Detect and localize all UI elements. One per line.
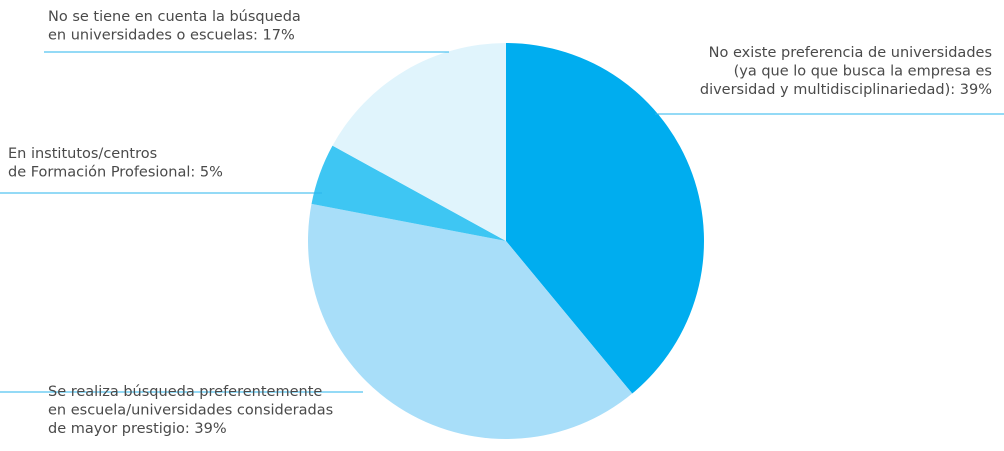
pie-slice-2	[308, 203, 633, 439]
slice-label-3: En institutos/centros de Formación Profes…	[8, 146, 223, 181]
slice-label-line: diversidad y multidisciplinariedad): 39%	[700, 82, 992, 98]
labels-layer: No existe preferencia de universidades (y…	[8, 9, 992, 437]
pie-slice-4	[332, 43, 506, 241]
slice-label-1: No existe preferencia de universidades (y…	[700, 45, 992, 98]
slice-label-line: de mayor prestigio: 39%	[48, 421, 227, 437]
slice-label-4: No se tiene en cuenta la búsqueda en univ…	[48, 9, 301, 44]
pie-slice-1	[506, 43, 704, 394]
slices-layer	[308, 43, 704, 439]
leader-lines-layer	[0, 51, 1004, 393]
slice-label-2: Se realiza búsqueda preferentemente en es…	[48, 384, 333, 437]
pie-slice-3	[311, 145, 506, 241]
slice-label-line: No se tiene en cuenta la búsqueda	[48, 9, 301, 25]
slice-label-line: en universidades o escuelas: 17%	[48, 28, 295, 44]
slice-label-line: Se realiza búsqueda preferentemente	[48, 384, 322, 400]
slice-label-line: No existe preferencia de universidades	[709, 45, 992, 61]
slice-label-line: de Formación Profesional: 5%	[8, 165, 223, 181]
slice-label-line: En institutos/centros	[8, 146, 157, 162]
slice-label-line: en escuela/universidades consideradas	[48, 403, 333, 419]
slice-label-line: (ya que lo que busca la empresa es	[734, 64, 992, 80]
